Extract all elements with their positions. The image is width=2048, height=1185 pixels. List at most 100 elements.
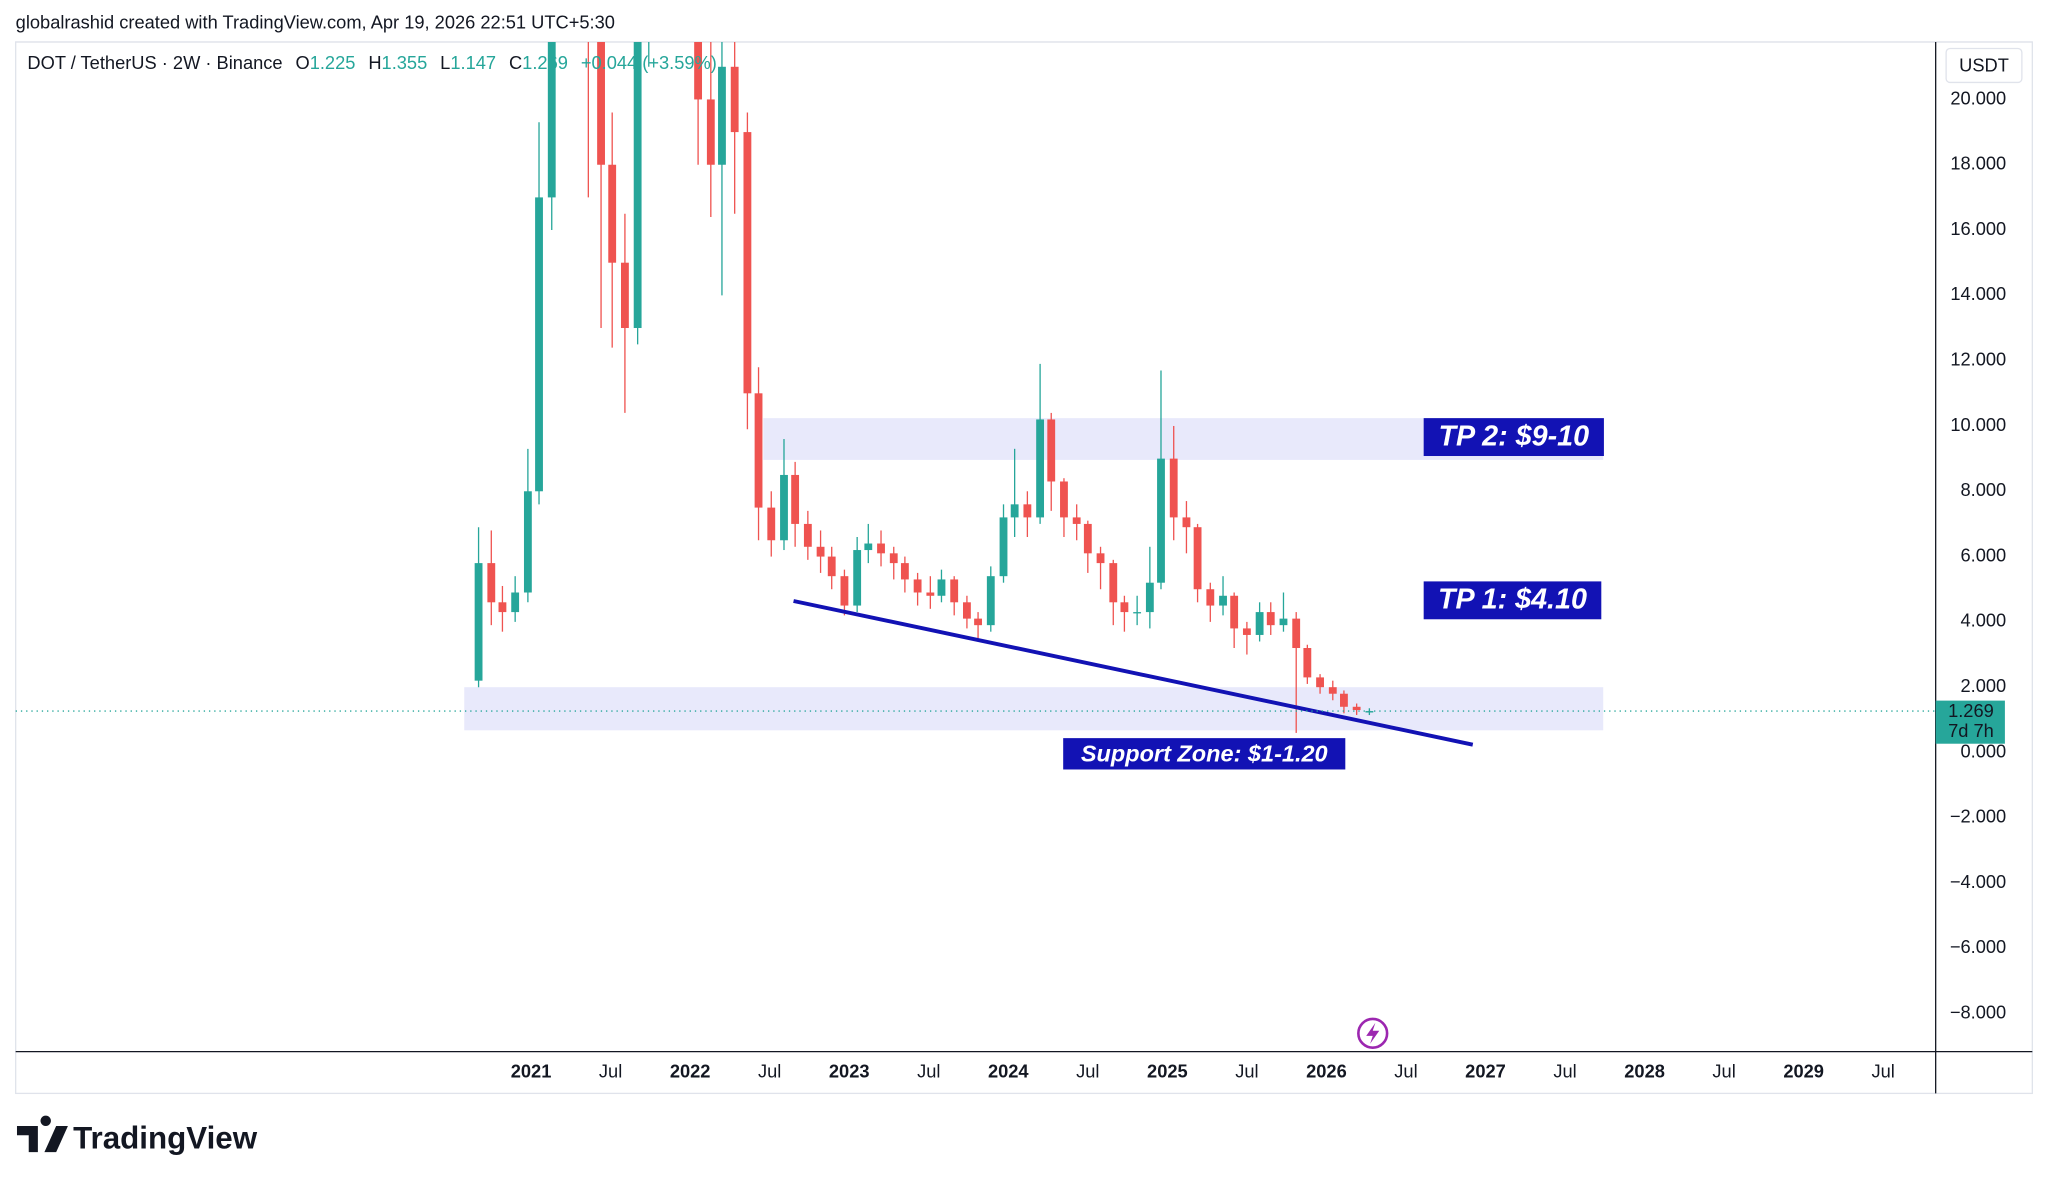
zone	[464, 687, 1604, 731]
candle-body	[1036, 419, 1045, 518]
candle-body	[1352, 706, 1361, 711]
candle-body	[853, 550, 862, 606]
candle-body	[1072, 517, 1081, 524]
y-tick-label: 6.000	[1960, 544, 2006, 565]
candle-body	[926, 592, 935, 596]
candle-body	[1169, 458, 1178, 518]
candle-body	[535, 197, 543, 492]
candle-body	[963, 602, 971, 619]
candle-body	[1083, 523, 1092, 554]
candle-body	[1340, 693, 1348, 707]
annotation-box	[1423, 581, 1602, 620]
plot-area	[464, 0, 1604, 747]
candle-body	[754, 393, 763, 508]
event-icon[interactable]	[1357, 1017, 1389, 1049]
trendline	[793, 599, 1474, 747]
candle-body	[827, 556, 836, 577]
frame	[15, 41, 2033, 1095]
logo-icon	[16, 1115, 68, 1153]
x-tick-label: 2024	[988, 1060, 1029, 1081]
candle-body	[1292, 618, 1301, 649]
candle-body	[1010, 504, 1019, 518]
candle-body	[1242, 628, 1251, 635]
candle-body	[1303, 648, 1312, 678]
candle-body	[1193, 527, 1202, 590]
candle-body	[1266, 612, 1275, 626]
candle-body	[1060, 481, 1068, 518]
x-tick-label: Jul	[1076, 1060, 1099, 1081]
candle-body	[645, 0, 653, 34]
candle-body	[1328, 687, 1337, 694]
candle-body	[889, 553, 898, 564]
candle-body	[767, 507, 776, 541]
candle-body	[1120, 602, 1129, 613]
candle-body	[986, 576, 995, 626]
logo-text: TradingView	[73, 1121, 258, 1156]
x-tick-label: Jul	[1872, 1060, 1895, 1081]
x-tick-label: 2022	[670, 1060, 711, 1081]
candle-body	[864, 543, 873, 551]
y-tick-label: −4.000	[1950, 871, 2006, 892]
candle-body	[1365, 711, 1374, 713]
candle-body	[1316, 677, 1324, 688]
open-value: 1.225	[310, 52, 356, 73]
candle-body	[1279, 618, 1288, 626]
change: +0.044 (+3.59%)	[581, 52, 717, 73]
currency-box	[1945, 47, 2023, 84]
price-label-box	[1935, 700, 2005, 744]
y-tick-label: 12.000	[1950, 348, 2006, 369]
candle-body	[816, 546, 825, 557]
candle-body	[608, 164, 617, 263]
x-tick-label: 2029	[1783, 1060, 1824, 1081]
symbol: DOT / TetherUS · 2W · Binance	[27, 52, 282, 73]
candle-body	[913, 579, 922, 593]
candle-body	[1023, 504, 1032, 518]
candle-body	[840, 576, 849, 606]
annotation-box	[1423, 418, 1604, 457]
y-tick-label: 8.000	[1960, 479, 2006, 500]
legend: DOT / TetherUS · 2W · Binance O1.225 H1.…	[27, 52, 716, 73]
candle-body	[1157, 458, 1165, 583]
candle-body	[1145, 582, 1154, 613]
x-tick-label: Jul	[1712, 1060, 1735, 1081]
x-tick-label: 2027	[1465, 1060, 1506, 1081]
annotation: TP 1: $4.10	[1438, 584, 1587, 616]
candle-body	[1219, 595, 1227, 606]
candle-body	[487, 563, 496, 603]
l-label: L	[440, 52, 450, 73]
candle-body	[999, 517, 1008, 577]
candle-body	[877, 543, 885, 554]
x-tick-label: 2028	[1624, 1060, 1665, 1081]
candle-body	[621, 262, 629, 329]
candle-body	[803, 523, 812, 547]
y-tick-label: 14.000	[1950, 283, 2006, 304]
candle-body	[743, 132, 752, 394]
candle-body	[1109, 563, 1118, 603]
y-tick-label: 2.000	[1960, 675, 2006, 696]
x-tick-label: Jul	[1394, 1060, 1417, 1081]
o-label: O	[295, 52, 309, 73]
candle-body	[474, 563, 483, 681]
lightning	[1366, 1022, 1380, 1044]
candle-body	[937, 579, 946, 596]
candle-body	[730, 66, 739, 133]
annotation-box	[1063, 738, 1346, 770]
countdown: 7d 7h	[1948, 720, 1994, 741]
candle-body	[780, 474, 788, 541]
x-tick-label: Jul	[599, 1060, 622, 1081]
y-tick-label: 0.000	[1960, 740, 2006, 761]
annotation: Support Zone: $1-1.20	[1081, 740, 1328, 766]
candle-body	[706, 99, 715, 165]
x-tick-label: 2021	[511, 1060, 552, 1081]
y-tick-label: −2.000	[1950, 806, 2006, 827]
x-tick-label: Jul	[758, 1060, 781, 1081]
candle-body	[1206, 589, 1215, 606]
y-tick-label: 16.000	[1950, 218, 2006, 239]
candle-body	[498, 602, 507, 613]
candle-body	[1047, 419, 1056, 482]
x-tick-label: 2025	[1147, 1060, 1188, 1081]
candle-body	[1230, 595, 1239, 629]
candle-body	[1133, 612, 1142, 614]
candle-body	[694, 41, 703, 100]
